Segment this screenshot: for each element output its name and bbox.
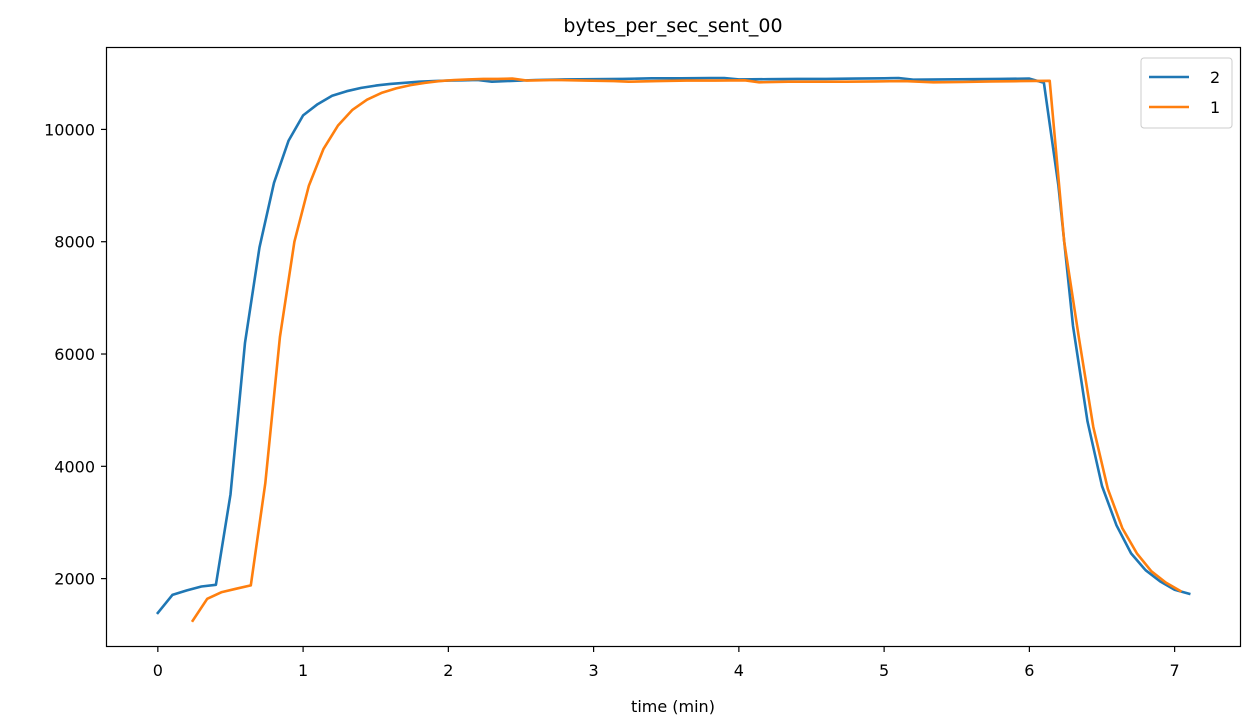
y-axis: 2000 4000 6000 8000 10000 (44, 120, 107, 589)
y-tick-label: 2000 (54, 570, 95, 589)
legend-label-2: 2 (1210, 68, 1220, 87)
plot-lines (155, 76, 1191, 623)
plot-frame (105, 46, 1242, 648)
x-axis-label: time (min) (631, 697, 715, 716)
legend-box (1140, 57, 1233, 129)
x-tick-label: 5 (879, 661, 889, 680)
series-line-1 (190, 77, 1183, 623)
x-axis: 0 1 2 3 4 5 6 7 (153, 646, 1180, 680)
y-tick-label: 8000 (54, 233, 95, 252)
legend-label-1: 1 (1210, 98, 1220, 117)
legend: 21 (1140, 57, 1233, 129)
series-line-2 (155, 76, 1191, 615)
x-tick-label: 1 (298, 661, 308, 680)
y-tick-label: 4000 (54, 457, 95, 476)
x-tick-label: 2 (443, 661, 453, 680)
chart-title: bytes_per_sec_sent_00 (563, 15, 782, 37)
x-tick-label: 4 (734, 661, 744, 680)
y-tick-label: 10000 (44, 120, 95, 139)
x-tick-label: 0 (153, 661, 163, 680)
x-tick-label: 6 (1024, 661, 1034, 680)
x-tick-label: 3 (589, 661, 599, 680)
y-tick-label: 6000 (54, 345, 95, 364)
x-tick-label: 7 (1170, 661, 1180, 680)
